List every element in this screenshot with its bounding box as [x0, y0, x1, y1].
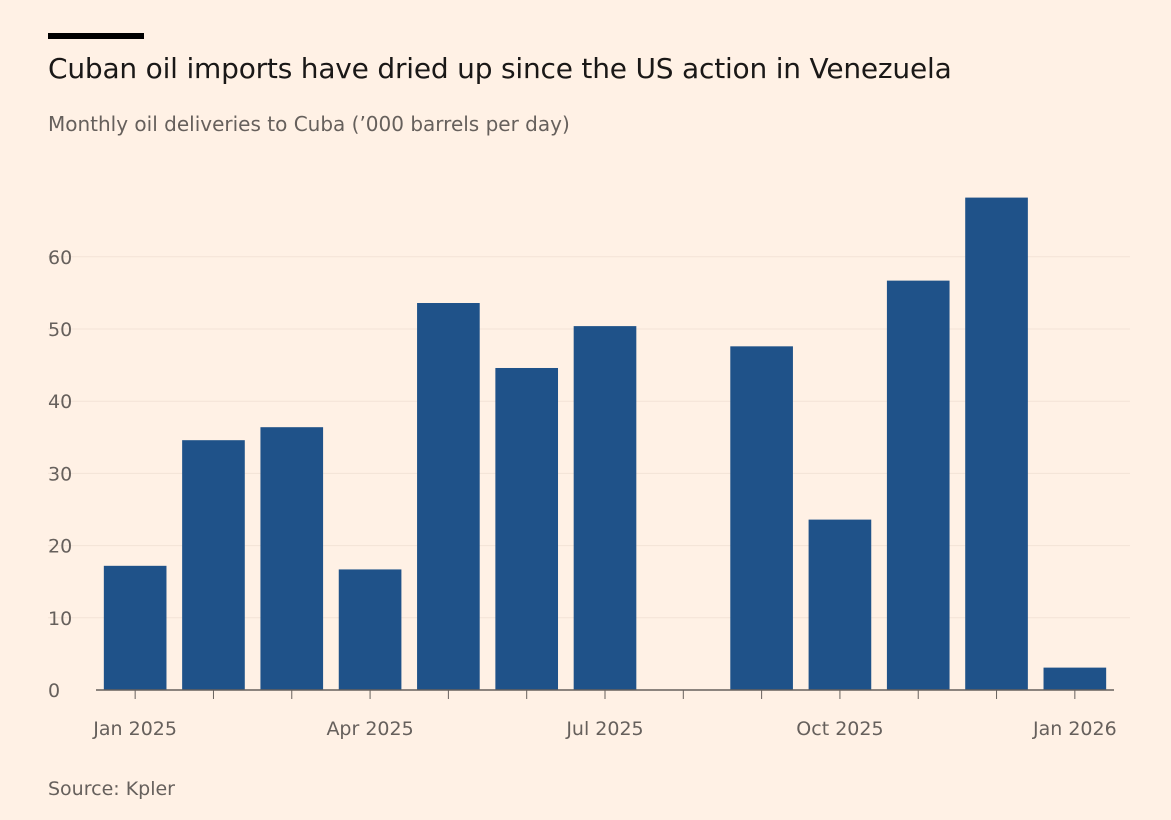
bar-oct-2025: [808, 519, 872, 690]
y-tick-label-40: 40: [48, 391, 72, 413]
bar-dec-2025: [965, 197, 1028, 690]
y-tick-label-60: 60: [48, 247, 72, 269]
bar-sep-2025: [730, 346, 793, 690]
x-tick-label-apr-2025: Apr 2025: [326, 718, 413, 740]
y-tick-label-50: 50: [48, 319, 72, 341]
x-tick-label-jul-2025: Jul 2025: [565, 718, 643, 740]
y-tick-label-20: 20: [48, 536, 72, 558]
bar-nov-2025: [886, 280, 950, 690]
bar-apr-2025: [338, 569, 402, 690]
bar-jun-2025: [495, 367, 559, 690]
chart-title: Cuban oil imports have dried up since th…: [48, 52, 952, 85]
bar-jan-2026: [1043, 667, 1107, 690]
source-note: Source: Kpler: [48, 778, 175, 800]
y-axis-labels: 0 10 20 30 40 50 60: [48, 247, 72, 702]
x-tick-label-jan-2025: Jan 2025: [92, 718, 177, 740]
bar-jan-2025: [103, 565, 167, 690]
top-accent-bar: [48, 33, 144, 39]
bars: [103, 197, 1107, 690]
x-axis: Jan 2025 Apr 2025 Jul 2025 Oct 2025 Jan 2026: [92, 689, 1117, 740]
chart-subtitle: Monthly oil deliveries to Cuba (’000 bar…: [48, 112, 570, 136]
bar-jul-2025: [573, 326, 637, 690]
bar-may-2025: [417, 303, 480, 690]
y-tick-label-0: 0: [48, 680, 60, 702]
x-tick-label-oct-2025: Oct 2025: [796, 718, 883, 740]
bar-feb-2025: [182, 440, 245, 690]
y-tick-label-30: 30: [48, 463, 72, 485]
x-tick-label-jan-2026: Jan 2026: [1032, 718, 1117, 740]
bar-mar-2025: [260, 427, 324, 690]
y-tick-label-10: 10: [48, 608, 72, 630]
